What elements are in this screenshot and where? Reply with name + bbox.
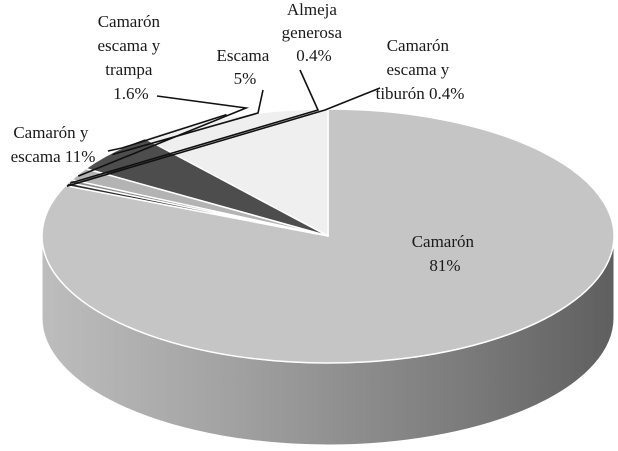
leader-line-escama: [112, 89, 264, 156]
slice-label-camaron-escama-trampa: Camarón escama y trampa 1.6%: [97, 12, 164, 103]
slice-label-camaron-escama-tiburon: Camarón escama y tiburón 0.4%: [376, 36, 465, 103]
leader-line-camaron-escama-y-trampa: [77, 95, 250, 177]
pie-slices: [41, 108, 615, 364]
slice-label-camaron-y-escama: Camarón y escama 11%: [11, 123, 96, 166]
slice-label-escama: Escama 5%: [216, 46, 273, 88]
slice-labels: Camarón 81% Camarón y escama 11% Escama …: [11, 0, 479, 275]
slice-label-almeja-generosa: Almeja generosa 0.4%: [282, 0, 347, 65]
leader-lines: [66, 69, 381, 187]
leader-line-camaron-y-escama: [107, 113, 227, 152]
pie-slice-camaron-y-escama: [144, 108, 329, 237]
leader-line-almeja-generosa: [69, 69, 320, 185]
pie-slice-camaron-escama-y-tiburon: [64, 181, 329, 237]
leader-line-camaron-escama-y-tiburon: [66, 87, 381, 187]
slice-label-camaron: Camarón 81%: [412, 232, 479, 275]
